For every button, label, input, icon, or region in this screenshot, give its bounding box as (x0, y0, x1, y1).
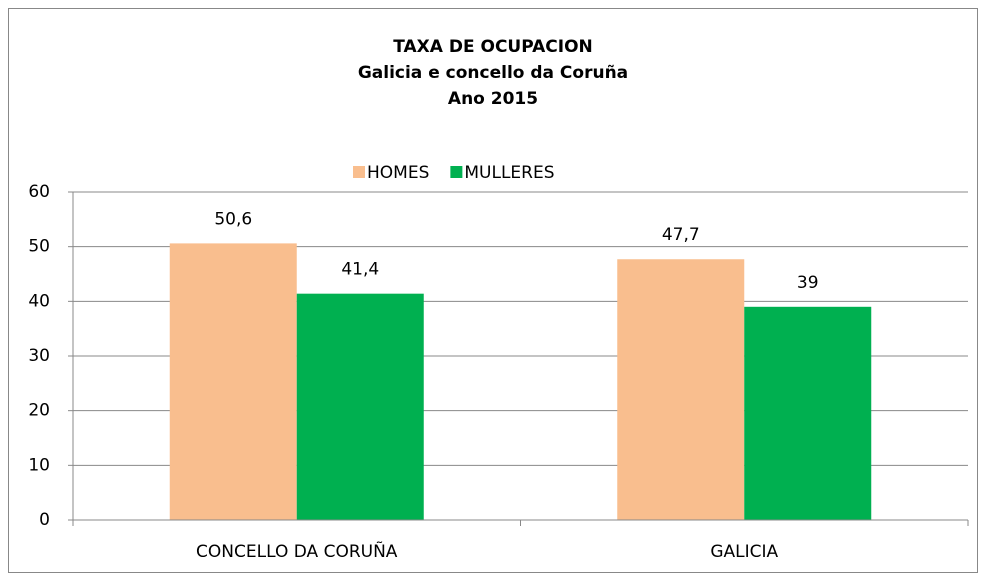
legend-swatch (450, 166, 463, 178)
chart-title: TAXA DE OCUPACION (393, 37, 593, 57)
data-label: 47,7 (662, 225, 700, 245)
y-tick-label: 0 (39, 510, 50, 530)
bar (169, 243, 297, 521)
legend-label: MULLERES (464, 163, 554, 183)
bar (296, 293, 424, 520)
data-label: 39 (797, 273, 819, 293)
y-tick-label: 40 (28, 291, 50, 311)
y-tick-label: 60 (28, 182, 50, 202)
chart-title: Ano 2015 (448, 89, 538, 109)
bar (744, 306, 872, 520)
y-tick-label: 30 (28, 346, 50, 366)
x-tick-label: CONCELLO DA CORUÑA (196, 540, 398, 562)
legend-label: HOMES (367, 163, 429, 183)
x-tick-label: GALICIA (710, 542, 778, 562)
legend-swatch (353, 166, 365, 178)
data-label: 41,4 (341, 260, 379, 280)
data-label: 50,6 (214, 209, 252, 229)
bar (617, 259, 745, 520)
y-tick-label: 50 (28, 237, 50, 257)
chart-title: Galicia e concello da Coruña (358, 63, 628, 83)
y-tick-label: 10 (28, 455, 50, 475)
y-tick-label: 20 (28, 401, 50, 421)
